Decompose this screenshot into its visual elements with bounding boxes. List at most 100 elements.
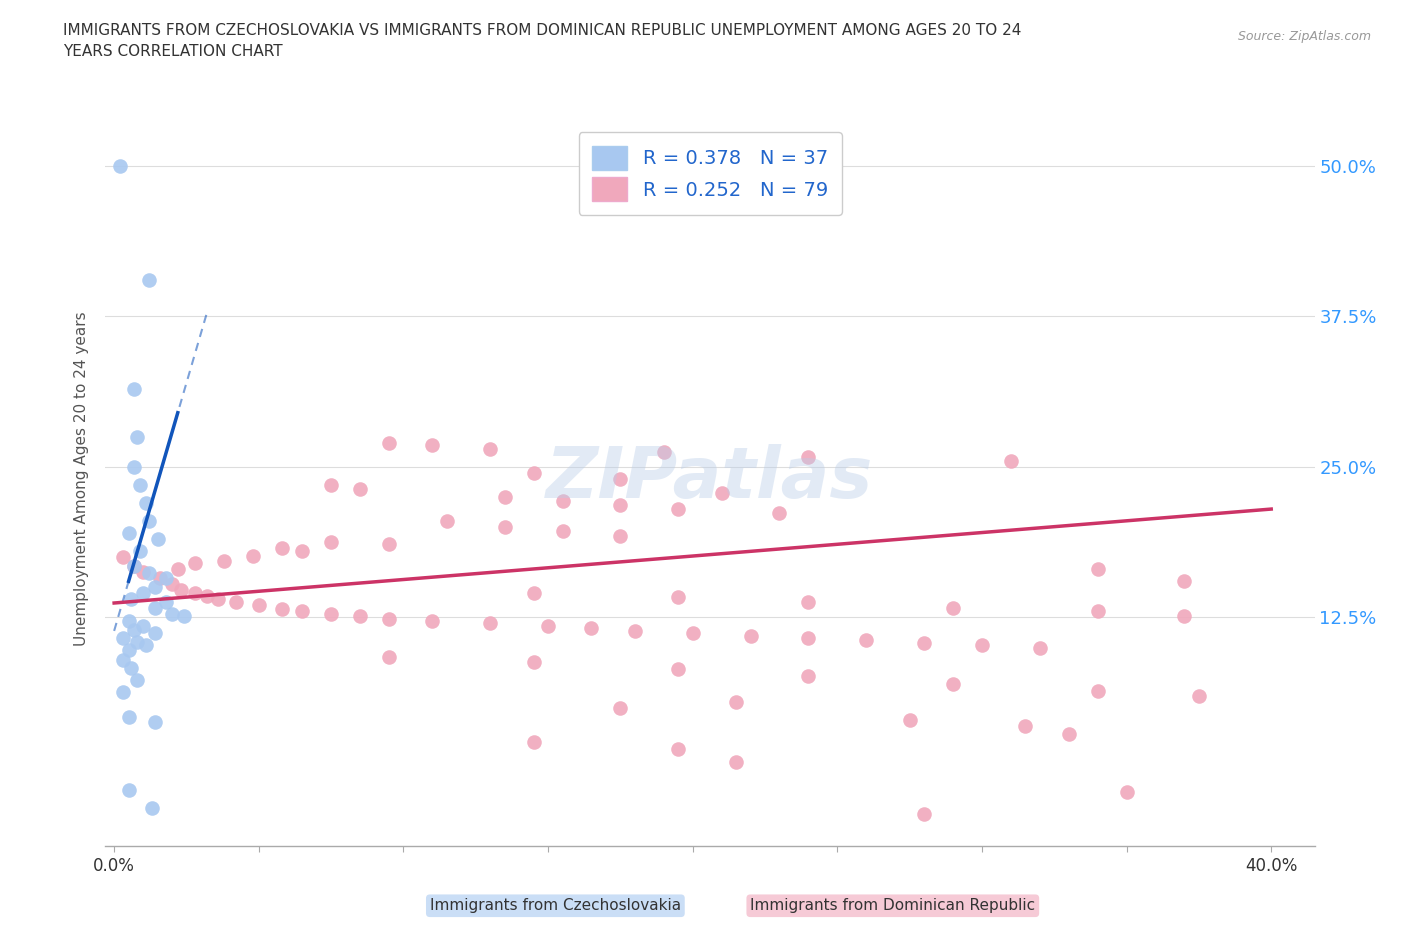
- Point: [797, 450, 820, 465]
- Point: [127, 634, 149, 649]
- Text: IMMIGRANTS FROM CZECHOSLOVAKIA VS IMMIGRANTS FROM DOMINICAN REPUBLIC UNEMPLOYMEN: IMMIGRANTS FROM CZECHOSLOVAKIA VS IMMIGR…: [63, 23, 1022, 60]
- Point: [143, 626, 166, 641]
- Point: [522, 734, 544, 749]
- Point: [173, 609, 195, 624]
- Point: [581, 621, 603, 636]
- Point: [652, 445, 675, 460]
- Point: [155, 570, 177, 585]
- Point: [666, 590, 689, 604]
- Point: [141, 801, 163, 816]
- Point: [160, 577, 183, 591]
- Point: [111, 652, 134, 667]
- Text: ZIPatlas: ZIPatlas: [547, 445, 873, 513]
- Point: [970, 638, 993, 653]
- Point: [725, 754, 748, 769]
- Point: [124, 381, 146, 396]
- Point: [117, 525, 139, 540]
- Point: [149, 570, 172, 585]
- Point: [117, 782, 139, 797]
- Point: [1188, 688, 1211, 703]
- Point: [138, 513, 160, 528]
- Point: [898, 712, 921, 727]
- Point: [291, 604, 314, 618]
- Point: [247, 598, 270, 613]
- Point: [319, 606, 342, 621]
- Point: [212, 553, 235, 568]
- Point: [609, 498, 631, 512]
- Point: [1173, 609, 1195, 624]
- Point: [108, 158, 131, 173]
- Point: [121, 592, 143, 607]
- Point: [143, 601, 166, 616]
- Point: [378, 650, 401, 665]
- Text: Immigrants from Dominican Republic: Immigrants from Dominican Republic: [751, 898, 1035, 913]
- Point: [1087, 604, 1109, 618]
- Point: [121, 660, 143, 675]
- Point: [551, 524, 574, 538]
- Point: [725, 695, 748, 710]
- Point: [479, 616, 502, 631]
- Point: [166, 562, 188, 577]
- Point: [195, 589, 218, 604]
- Point: [494, 489, 516, 504]
- Point: [127, 430, 149, 445]
- Point: [479, 442, 502, 457]
- Point: [135, 638, 157, 653]
- Point: [666, 501, 689, 516]
- Point: [609, 700, 631, 715]
- Point: [494, 520, 516, 535]
- Point: [522, 655, 544, 670]
- Point: [271, 602, 294, 617]
- Point: [184, 586, 207, 601]
- Point: [143, 715, 166, 730]
- Point: [768, 505, 790, 520]
- Point: [912, 806, 935, 821]
- Point: [537, 618, 560, 633]
- Point: [710, 486, 733, 501]
- Point: [132, 586, 155, 601]
- Point: [1173, 574, 1195, 589]
- Point: [225, 594, 247, 609]
- Point: [291, 544, 314, 559]
- Text: Immigrants from Czechoslovakia: Immigrants from Czechoslovakia: [430, 898, 681, 913]
- Point: [117, 710, 139, 724]
- Point: [132, 565, 155, 579]
- Point: [207, 592, 229, 607]
- Point: [124, 558, 146, 573]
- Point: [1087, 562, 1109, 577]
- Point: [522, 586, 544, 601]
- Point: [1115, 785, 1137, 800]
- Point: [682, 626, 704, 641]
- Point: [138, 272, 160, 287]
- Point: [420, 614, 443, 629]
- Point: [378, 611, 401, 626]
- Legend: R = 0.378   N = 37, R = 0.252   N = 79: R = 0.378 N = 37, R = 0.252 N = 79: [578, 132, 842, 215]
- Point: [129, 477, 152, 492]
- Point: [378, 537, 401, 551]
- Point: [1000, 454, 1022, 469]
- Point: [378, 435, 401, 450]
- Point: [942, 676, 965, 691]
- Point: [740, 628, 762, 643]
- Y-axis label: Unemployment Among Ages 20 to 24 years: Unemployment Among Ages 20 to 24 years: [75, 312, 90, 646]
- Point: [129, 544, 152, 559]
- Point: [797, 594, 820, 609]
- Point: [242, 549, 264, 564]
- Point: [912, 635, 935, 650]
- Point: [1057, 727, 1080, 742]
- Point: [855, 633, 877, 648]
- Point: [184, 556, 207, 571]
- Point: [271, 540, 294, 555]
- Point: [146, 532, 169, 547]
- Text: Source: ZipAtlas.com: Source: ZipAtlas.com: [1237, 30, 1371, 43]
- Point: [111, 684, 134, 699]
- Point: [1029, 640, 1052, 655]
- Point: [124, 558, 146, 573]
- Point: [319, 477, 342, 492]
- Point: [124, 622, 146, 637]
- Point: [420, 438, 443, 453]
- Point: [117, 643, 139, 658]
- Point: [1087, 684, 1109, 698]
- Point: [349, 481, 371, 496]
- Point: [609, 472, 631, 486]
